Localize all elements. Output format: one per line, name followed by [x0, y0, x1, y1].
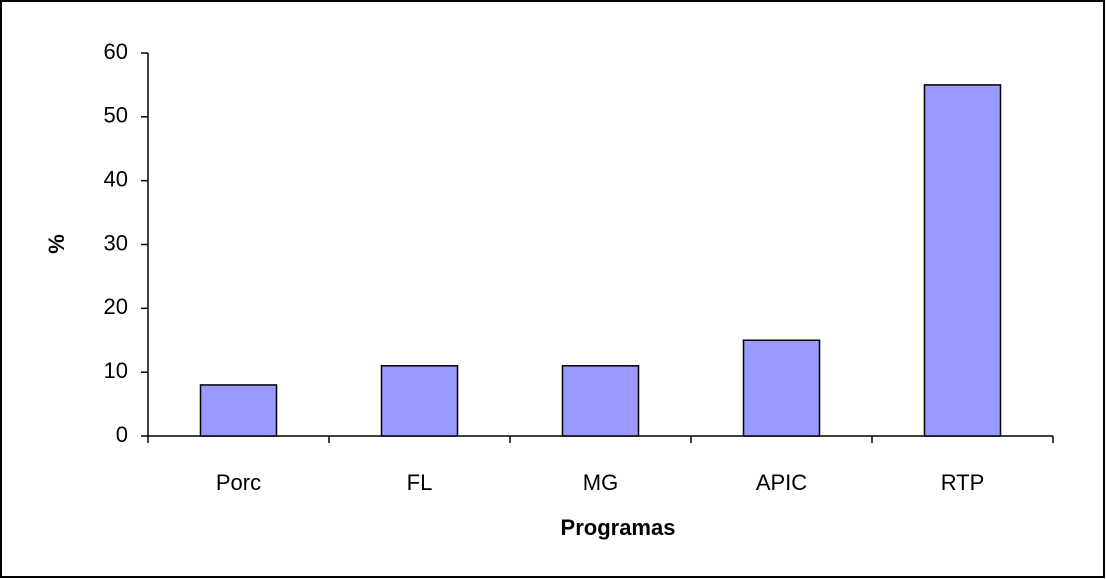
- y-axis-title: %: [44, 234, 69, 254]
- x-tick-label: RTP: [941, 470, 985, 495]
- y-tick-label: 0: [116, 422, 128, 447]
- y-tick-label: 40: [104, 166, 128, 191]
- x-tick-label: MG: [583, 470, 618, 495]
- x-tick-label: FL: [407, 470, 433, 495]
- bar: [561, 365, 640, 437]
- bar: [923, 84, 1002, 437]
- y-tick-label: 60: [104, 39, 128, 64]
- bar: [742, 339, 821, 437]
- x-axis-title: Programas: [561, 515, 676, 540]
- y-tick-label: 50: [104, 103, 128, 128]
- y-tick-label: 20: [104, 294, 128, 319]
- y-tick-label: 30: [104, 230, 128, 255]
- bar: [199, 384, 278, 437]
- y-tick-label: 10: [104, 358, 128, 383]
- bar: [380, 365, 459, 437]
- x-tick-label: Porc: [216, 470, 261, 495]
- x-tick-label: APIC: [756, 470, 807, 495]
